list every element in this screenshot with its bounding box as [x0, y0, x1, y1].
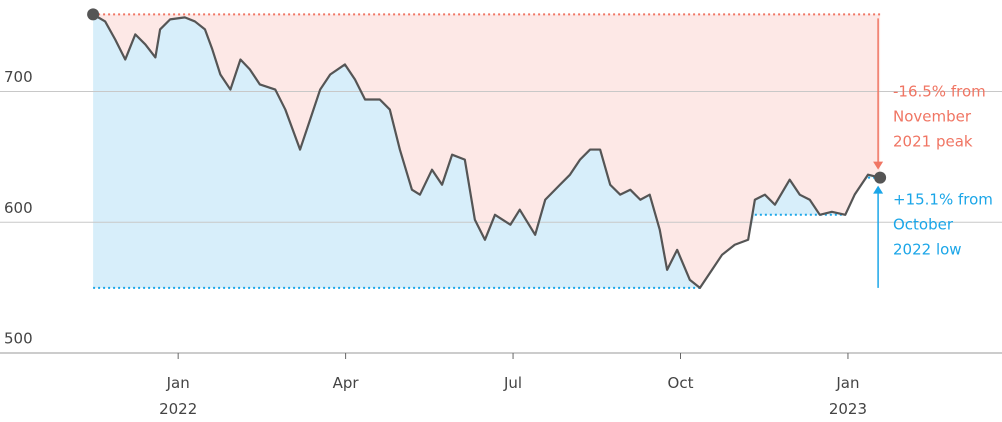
- drawdown-area: [93, 14, 881, 288]
- y-tick-label: 500: [4, 330, 33, 348]
- annotation: -16.5% from: [893, 83, 986, 101]
- x-tick-label: Apr: [333, 374, 360, 392]
- annotation: +15.1% from: [893, 191, 993, 209]
- series-line: [92, 13, 881, 289]
- arrow-head: [873, 161, 884, 170]
- arrow-head: [873, 185, 884, 194]
- start-dot: [87, 8, 100, 21]
- x-tick-label: Jan 2022: [159, 374, 197, 418]
- annotation: 2022 low: [893, 241, 962, 259]
- x-tick-label: Jul: [503, 374, 522, 392]
- x-tick-label: Oct: [668, 374, 694, 392]
- recovery-area: [93, 14, 881, 288]
- annotation: November: [893, 108, 972, 126]
- x-tick-label: Jan 2023: [829, 374, 867, 418]
- y-tick-label: 600: [4, 199, 33, 217]
- annotation: October: [893, 216, 954, 234]
- y-tick-label: 700: [4, 68, 33, 86]
- annotation: 2021 peak: [893, 133, 973, 151]
- end-dot: [874, 171, 887, 184]
